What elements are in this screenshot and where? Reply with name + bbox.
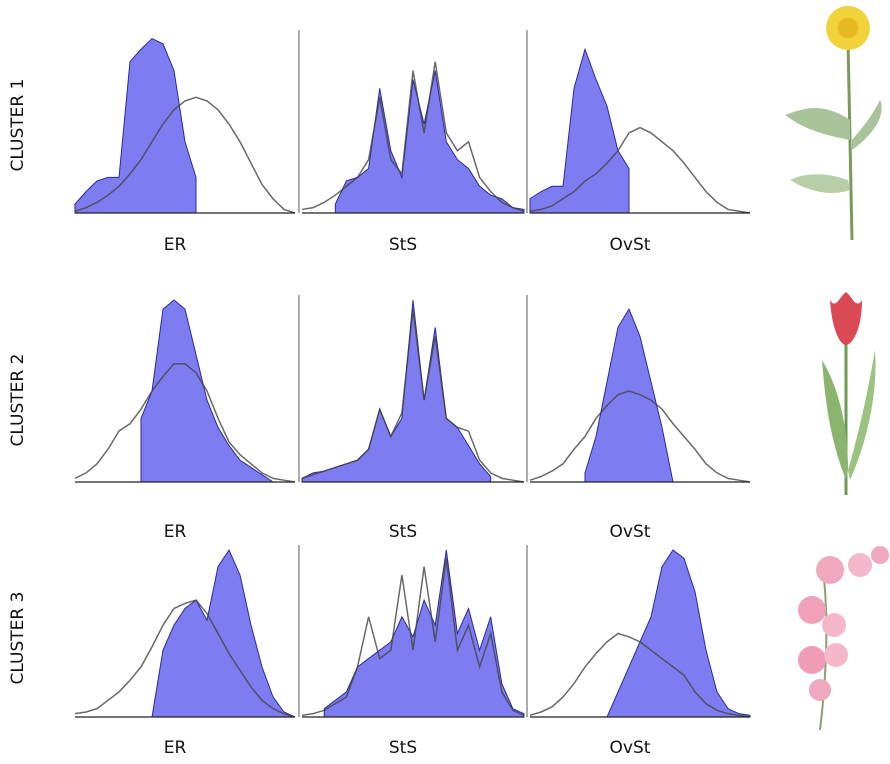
panel-label: ER [164, 235, 187, 255]
panel-label: StS [389, 522, 417, 542]
panel-label: StS [389, 738, 417, 758]
area [152, 550, 295, 717]
area [75, 39, 196, 213]
panel-label: ER [164, 738, 187, 758]
panel-label: StS [389, 235, 417, 255]
panel-label: OvSt [610, 522, 651, 542]
area [585, 309, 673, 482]
figure: CLUSTER 1 CLUSTER 2 CLUSTER 3 ER StS OvSt ER St… [0, 0, 890, 764]
panel-label: OvSt [610, 738, 651, 758]
panel-label: OvSt [610, 235, 651, 255]
area [530, 49, 629, 213]
area [335, 71, 524, 213]
dandelion-illustration [785, 6, 882, 240]
area [302, 300, 491, 482]
cluster-label: CLUSTER 1 [8, 79, 28, 172]
area [324, 550, 524, 717]
cluster-label: CLUSTER 3 [8, 592, 28, 685]
panel-label: ER [164, 522, 187, 542]
area [607, 550, 750, 717]
tulip-illustration [822, 292, 876, 495]
cluster-label: CLUSTER 2 [8, 354, 28, 447]
orchid-illustration [798, 546, 889, 730]
